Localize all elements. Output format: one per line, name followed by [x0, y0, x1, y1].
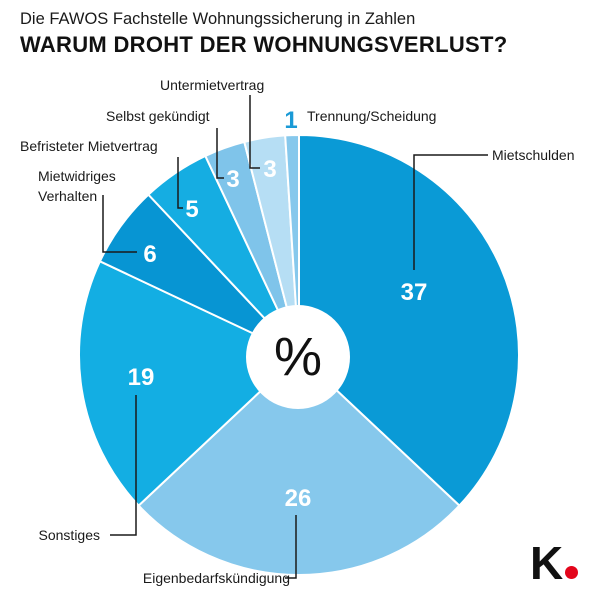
leader-line-selbst-gek-ndigt — [216, 128, 224, 179]
slice-trennung-scheidung — [284, 133, 300, 356]
slice-sonstiges — [78, 259, 301, 508]
category-label-eigenbedarfsk-ndigung: Eigenbedarfskündigung — [143, 570, 290, 586]
leader-line-mietschulden — [413, 154, 488, 270]
value-label-mietwidriges-verhalten: 6 — [143, 241, 156, 268]
leader-line-mietwidriges-verhalten — [102, 195, 137, 253]
center-hole — [246, 305, 350, 409]
value-label-selbst-gek-ndigt: 3 — [226, 166, 239, 193]
category-label-mietschulden: Mietschulden — [492, 147, 575, 163]
leader-line-befristeter-mietvertrag — [177, 157, 183, 209]
category-label-befristeter-mietvertrag: Befristeter Mietvertrag — [20, 138, 158, 154]
category-label-selbst-gek-ndigt: Selbst gekündigt — [106, 108, 210, 124]
category-label-untermietvertrag: Untermietvertrag — [160, 77, 264, 93]
value-label-befristeter-mietvertrag: 5 — [185, 196, 198, 223]
logo: K — [530, 537, 564, 589]
slice-eigenbedarfsk-ndigung — [137, 353, 461, 576]
category-label-sonstiges: Sonstiges — [39, 527, 100, 543]
value-label-mietschulden: 37 — [401, 279, 428, 306]
leader-line-untermietvertrag — [249, 95, 260, 169]
value-label-untermietvertrag: 3 — [263, 156, 276, 183]
logo-dot — [565, 566, 578, 579]
subtitle: Die FAWOS Fachstelle Wohnungssicherung i… — [20, 10, 416, 28]
chart-title: WARUM DROHT DER WOHNUNGSVERLUST? — [20, 32, 508, 57]
value-label-trennung-scheidung: 1 — [284, 107, 297, 134]
slice-mietschulden — [298, 133, 520, 508]
category-label-trennung-scheidung: Trennung/Scheidung — [307, 108, 436, 124]
leader-line-eigenbedarfsk-ndigung — [285, 515, 297, 579]
value-label-sonstiges: 19 — [128, 364, 155, 391]
category-label-mietwidriges-verhalten: Mietwidriges Verhalten — [38, 168, 116, 204]
leader-line-sonstiges — [110, 395, 137, 536]
center-percent: % — [274, 327, 322, 387]
value-label-eigenbedarfsk-ndigung: 26 — [285, 485, 312, 512]
